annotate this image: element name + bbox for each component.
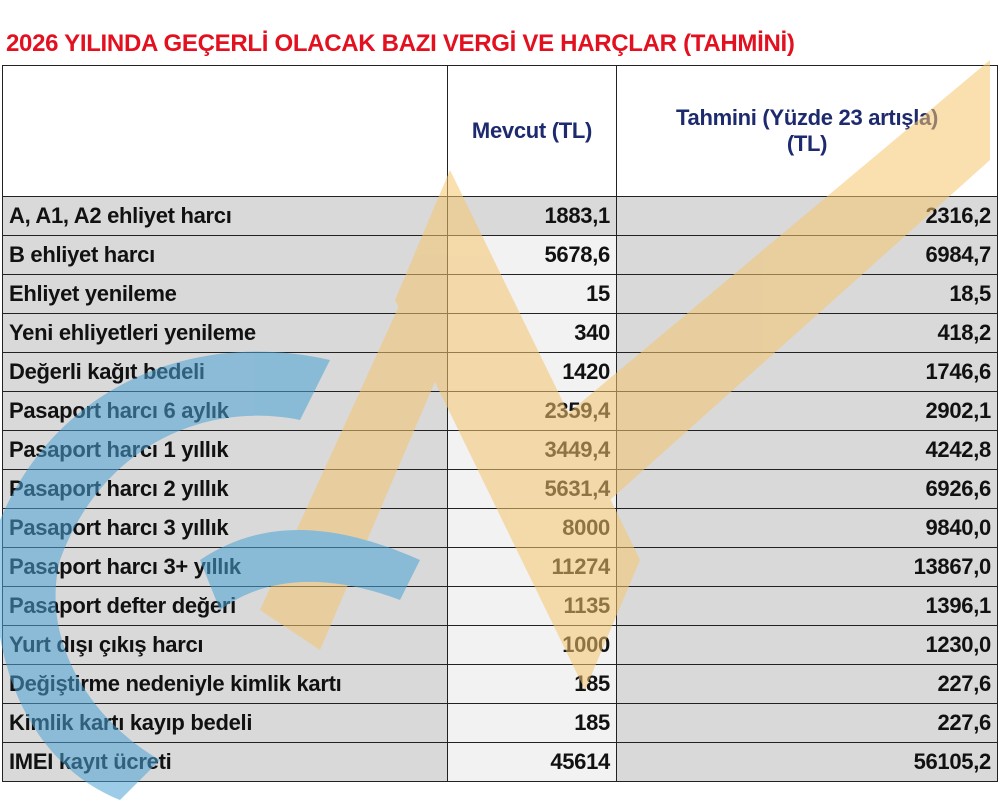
row-estimate-value: 2902,1: [616, 391, 998, 431]
header-current-text: Mevcut (TL): [471, 118, 593, 143]
table-row: B ehliyet harcı 5678,6 6984,7: [2, 235, 998, 275]
header-estimate-line2: (TL): [786, 131, 828, 156]
table-row: Değerli kağıt bedeli 1420 1746,6: [2, 352, 998, 392]
table-row: A, A1, A2 ehliyet harcı 1883,1 2316,2: [2, 196, 998, 236]
header-label: [2, 65, 448, 197]
row-estimate-value: 6984,7: [616, 235, 998, 275]
row-label: Pasaport defter değeri: [2, 586, 448, 626]
row-estimate-value: 4242,8: [616, 430, 998, 470]
table-row: Değiştirme nedeniyle kimlik kartı 185 227,…: [2, 664, 998, 704]
row-current-value: 185: [447, 703, 617, 743]
row-estimate-value: 2316,2: [616, 196, 998, 236]
fees-table: Mevcut (TL) Tahmini (Yüzde 23 artışla) (T…: [2, 65, 998, 782]
row-estimate-value: 227,6: [616, 664, 998, 704]
row-current-value: 11274: [447, 547, 617, 587]
row-current-value: 1000: [447, 625, 617, 665]
row-estimate-value: 1230,0: [616, 625, 998, 665]
table-row: Pasaport defter değeri 1135 1396,1: [2, 586, 998, 626]
row-label: Pasaport harcı 2 yıllık: [2, 469, 448, 509]
row-label: Yeni ehliyetleri yenileme: [2, 313, 448, 353]
table-row: Pasaport harcı 3+ yıllık 11274 13867,0: [2, 547, 998, 587]
table-row: Pasaport harcı 6 aylık 2359,4 2902,1: [2, 391, 998, 431]
row-label: Ehliyet yenileme: [2, 274, 448, 314]
header-row: Mevcut (TL) Tahmini (Yüzde 23 artışla) (T…: [2, 65, 998, 197]
row-label: Pasaport harcı 1 yıllık: [2, 430, 448, 470]
table-row: IMEI kayıt ücreti 45614 56105,2: [2, 742, 998, 782]
row-label: IMEI kayıt ücreti: [2, 742, 448, 782]
table-row: Yeni ehliyetleri yenileme 340 418,2: [2, 313, 998, 353]
row-estimate-value: 13867,0: [616, 547, 998, 587]
row-estimate-value: 418,2: [616, 313, 998, 353]
table-row: Yurt dışı çıkış harcı 1000 1230,0: [2, 625, 998, 665]
row-current-value: 5678,6: [447, 235, 617, 275]
row-estimate-value: 9840,0: [616, 508, 998, 548]
row-current-value: 1420: [447, 352, 617, 392]
table-row: Pasaport harcı 2 yıllık 5631,4 6926,6: [2, 469, 998, 509]
row-current-value: 5631,4: [447, 469, 617, 509]
row-current-value: 8000: [447, 508, 617, 548]
row-label: Değerli kağıt bedeli: [2, 352, 448, 392]
table-row: Ehliyet yenileme 15 18,5: [2, 274, 998, 314]
row-label: Pasaport harcı 6 aylık: [2, 391, 448, 431]
header-estimate-line1: Tahmini (Yüzde 23 artışla): [676, 105, 938, 130]
row-label: Pasaport harcı 3 yıllık: [2, 508, 448, 548]
row-current-value: 2359,4: [447, 391, 617, 431]
row-estimate-value: 1396,1: [616, 586, 998, 626]
row-current-value: 340: [447, 313, 617, 353]
table-row: Pasaport harcı 1 yıllık 3449,4 4242,8: [2, 430, 998, 470]
row-current-value: 1135: [447, 586, 617, 626]
header-current: Mevcut (TL): [447, 65, 617, 197]
header-estimate: Tahmini (Yüzde 23 artışla) (TL): [616, 65, 998, 197]
row-label: Kimlik kartı kayıp bedeli: [2, 703, 448, 743]
row-label: B ehliyet harcı: [2, 235, 448, 275]
row-current-value: 185: [447, 664, 617, 704]
row-label: Pasaport harcı 3+ yıllık: [2, 547, 448, 587]
row-current-value: 1883,1: [447, 196, 617, 236]
row-estimate-value: 1746,6: [616, 352, 998, 392]
row-current-value: 15: [447, 274, 617, 314]
row-label: A, A1, A2 ehliyet harcı: [2, 196, 448, 236]
table-row: Kimlik kartı kayıp bedeli 185 227,6: [2, 703, 998, 743]
row-estimate-value: 18,5: [616, 274, 998, 314]
row-estimate-value: 227,6: [616, 703, 998, 743]
row-estimate-value: 56105,2: [616, 742, 998, 782]
row-current-value: 45614: [447, 742, 617, 782]
table-row: Pasaport harcı 3 yıllık 8000 9840,0: [2, 508, 998, 548]
row-current-value: 3449,4: [447, 430, 617, 470]
page-title: 2026 YILINDA GEÇERLİ OLACAK BAZI VERGİ V…: [6, 30, 795, 57]
row-label: Değiştirme nedeniyle kimlik kartı: [2, 664, 448, 704]
row-estimate-value: 6926,6: [616, 469, 998, 509]
row-label: Yurt dışı çıkış harcı: [2, 625, 448, 665]
